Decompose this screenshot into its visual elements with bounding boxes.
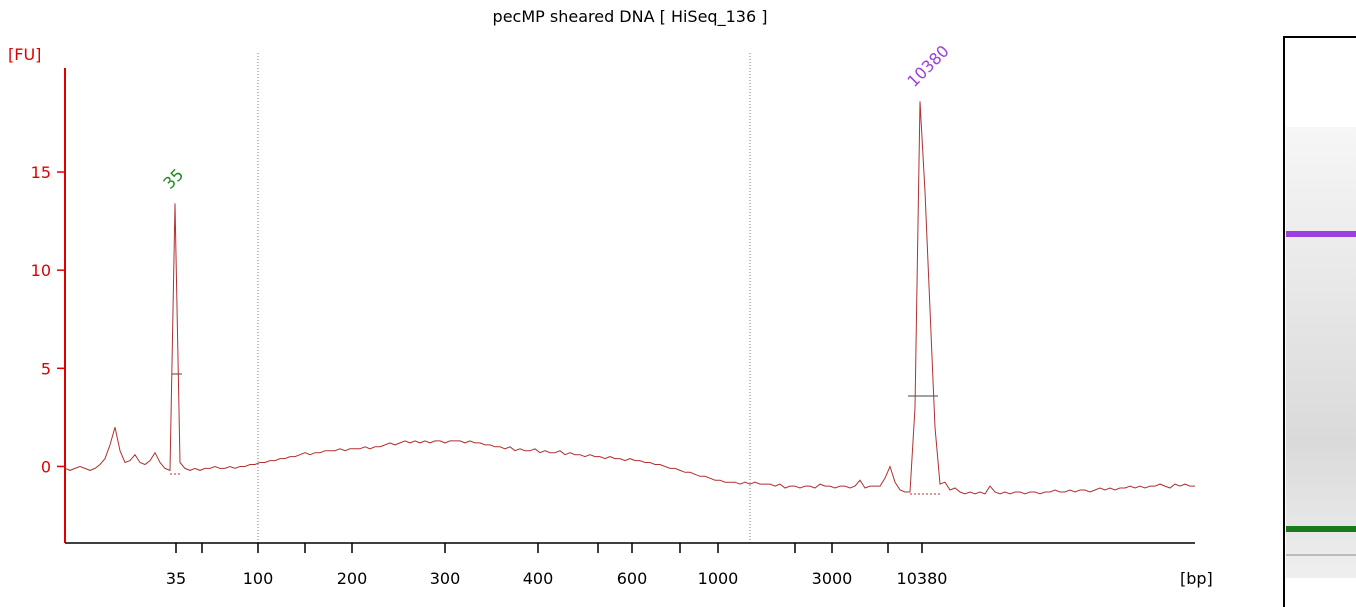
x-tick-label: 100 [243,569,274,588]
gel-band [1286,526,1356,532]
x-tick-label: 400 [523,569,554,588]
y-axis-label: [FU] [8,45,41,64]
x-tick-label: 3000 [812,569,853,588]
y-tick-label: 10 [31,261,51,280]
gel-band [1286,554,1356,556]
y-tick-label: 5 [41,359,51,378]
peak-label: 10380 [903,41,952,90]
x-axis-label: [bp] [1180,569,1213,588]
x-tick-label: 300 [430,569,461,588]
y-tick-label: 0 [41,457,51,476]
x-tick-label: 35 [166,569,186,588]
chart-title: pecMP sheared DNA [ HiSeq_136 ] [493,7,768,27]
x-tick-label: 1000 [698,569,739,588]
peak-label: 35 [159,165,187,193]
gel-band [1286,231,1356,237]
trace [64,101,1195,495]
gel-background [1286,127,1356,578]
x-tick-label: 200 [337,569,368,588]
x-tick-label: 600 [617,569,648,588]
y-tick-label: 15 [31,163,51,182]
x-tick-label: 10380 [897,569,948,588]
gel-lane [1283,36,1356,607]
